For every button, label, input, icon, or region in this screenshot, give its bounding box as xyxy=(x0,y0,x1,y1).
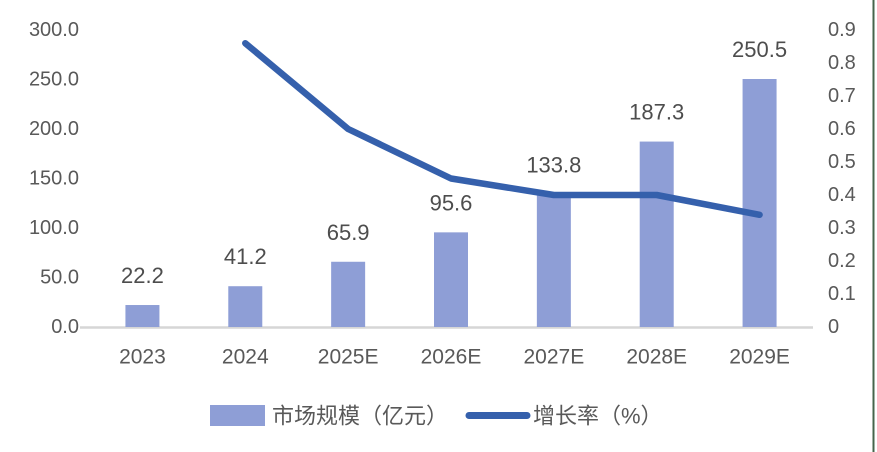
bar-value-label-2028E: 187.3 xyxy=(629,100,684,125)
bar-value-label-2025E: 65.9 xyxy=(327,220,370,245)
bar-value-label-2023: 22.2 xyxy=(121,263,164,288)
growth-rate-line xyxy=(242,39,763,219)
x-axis-label-2024: 2024 xyxy=(222,346,269,369)
right-axis-tick-0.5: 0.5 xyxy=(828,151,856,173)
left-axis-tick-0.0: 0.0 xyxy=(51,316,79,338)
bar-2023 xyxy=(125,305,160,327)
left-axis-tick-200.0: 200.0 xyxy=(29,118,79,140)
left-axis-tick-150.0: 150.0 xyxy=(29,168,79,190)
right-axis-tick-0.6: 0.6 xyxy=(828,118,856,140)
right-axis-tick-0.7: 0.7 xyxy=(828,85,856,107)
bar-value-label-2027E: 133.8 xyxy=(526,153,581,178)
left-axis-tick-50.0: 50.0 xyxy=(40,267,79,289)
legend-label-market-size: 市场规模（亿元） xyxy=(272,404,448,429)
x-axis-label-2025E: 2025E xyxy=(318,346,379,369)
bar-value-label-2029E: 250.5 xyxy=(732,37,787,62)
right-axis-tick-0.1: 0.1 xyxy=(828,283,856,305)
legend-label-growth-rate: 增长率（%） xyxy=(533,404,663,429)
right-axis-tick-0: 0 xyxy=(828,316,839,338)
bar-2028E xyxy=(639,141,674,327)
legend-bar-swatch xyxy=(210,405,265,426)
right-axis-tick-0.2: 0.2 xyxy=(828,250,856,272)
x-axis-label-2027E: 2027E xyxy=(523,346,584,369)
right-axis-tick-0.8: 0.8 xyxy=(828,52,856,74)
x-axis-label-2028E: 2028E xyxy=(626,346,687,369)
bar-value-label-2024: 41.2 xyxy=(224,244,267,269)
bar-2026E xyxy=(434,232,468,327)
right-axis-tick-0.4: 0.4 xyxy=(828,184,856,206)
left-axis-tick-300.0: 300.0 xyxy=(29,19,79,41)
right-axis-tick-0.3: 0.3 xyxy=(828,217,856,239)
bar-2027E xyxy=(536,194,571,327)
bar-2029E xyxy=(742,79,777,327)
bar-2025E xyxy=(331,261,366,327)
x-axis-label-2023: 2023 xyxy=(119,346,166,369)
bar-value-label-2026E: 95.6 xyxy=(430,190,473,215)
bar-2024 xyxy=(228,286,263,327)
left-axis-tick-100.0: 100.0 xyxy=(29,217,79,239)
right-axis-tick-0.9: 0.9 xyxy=(828,19,856,41)
x-axis-label-2026E: 2026E xyxy=(421,346,482,369)
left-axis-tick-250.0: 250.0 xyxy=(29,69,79,91)
x-axis-label-2029E: 2029E xyxy=(729,346,790,369)
